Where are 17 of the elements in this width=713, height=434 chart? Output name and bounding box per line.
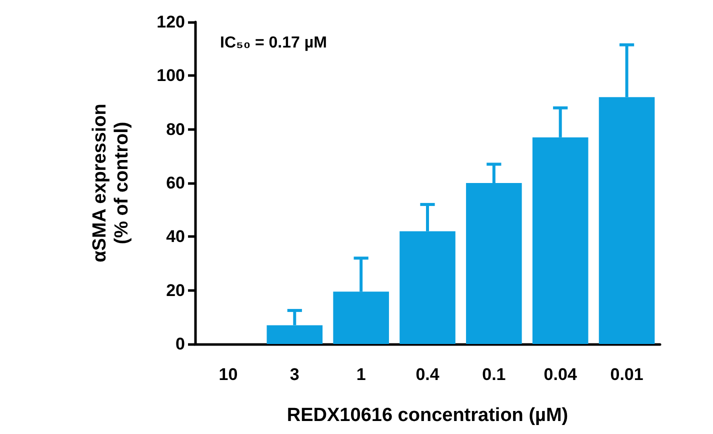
x-axis-title: REDX10616 concentration (µM)	[286, 405, 568, 426]
x-tick-label: 10	[218, 365, 238, 384]
x-tick-label: 0.01	[610, 365, 644, 384]
y-tick-label: 0	[176, 334, 185, 354]
annotation: IC₅₀ = 0.17 µM	[220, 34, 327, 52]
x-tick-label: 0.04	[544, 365, 578, 384]
y-tick-label: 20	[166, 280, 185, 300]
x-tick-label: 1	[356, 365, 366, 384]
y-tick-label: 60	[166, 174, 185, 192]
x-tick-label: 3	[290, 365, 300, 384]
x-tick-label: 0.4	[416, 365, 440, 384]
y-tick-label: 40	[166, 227, 185, 246]
y-tick-label: 100	[156, 66, 185, 86]
x-tick-label: 0.1	[482, 365, 506, 384]
y-tick-label: 80	[166, 120, 185, 139]
y-axis-title: αSMA expression (% of control)	[90, 104, 132, 262]
y-tick-label: 120	[156, 12, 185, 32]
